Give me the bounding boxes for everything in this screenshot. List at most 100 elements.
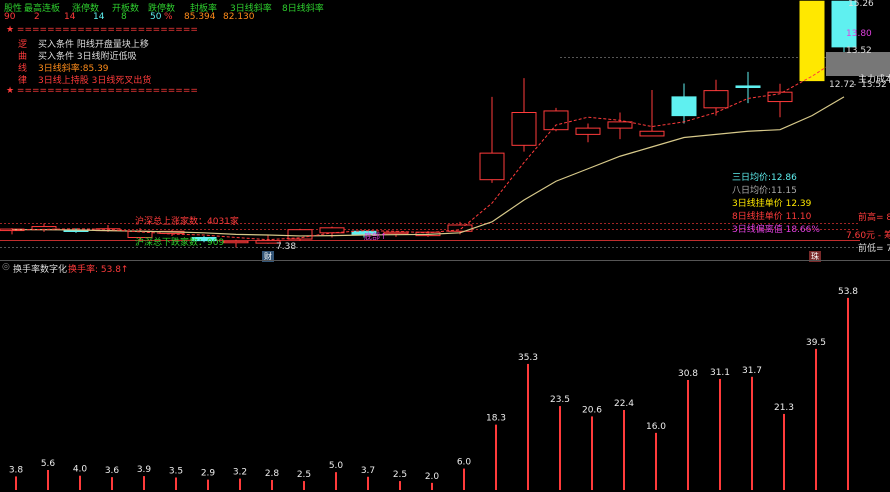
candle-body[interactable] [319, 227, 345, 234]
turnover-value: 3.8 [9, 465, 24, 475]
label-guxing: 股性 [4, 4, 23, 14]
candle-body[interactable] [799, 0, 825, 82]
panel-settings-icon[interactable]: ◎ [2, 262, 10, 272]
price-current-sep: - [853, 80, 857, 90]
value-3day-slope: 85.394 [184, 12, 216, 22]
price-current: 12.72 [829, 80, 855, 90]
label-open-board-count: 开板数 [112, 4, 140, 14]
cost-line-label: 7.60元 - 筹 [846, 231, 890, 241]
label-3day-slope: 3日线斜率 [230, 4, 272, 14]
candle-body[interactable] [671, 96, 697, 117]
stock-stats-header: 股性 最高连板 涨停数 开板数 跌停数 封板率 3日线斜率 8日线斜率 90 2… [0, 0, 430, 22]
candle-body[interactable] [223, 240, 249, 244]
candle-body[interactable] [383, 231, 409, 235]
candle-body[interactable] [767, 91, 793, 103]
avg-deviation: 3日线偏离值 18.66% [732, 225, 820, 235]
candle-body[interactable] [735, 85, 761, 88]
candle-body[interactable] [255, 240, 281, 244]
signal-row: 线 3日线斜率:85.39 [18, 61, 218, 74]
candle-body[interactable] [543, 110, 569, 131]
value-guxing: 90 [4, 12, 16, 22]
signal-text: 3日线上持股 3日线死叉出货 [38, 76, 152, 86]
label-8day-slope: 8日线斜率 [282, 4, 324, 14]
turnover-value: 16.0 [646, 422, 666, 432]
signal-border-bottom: ★ ======================== [6, 86, 198, 96]
zhu-marker[interactable]: 珠 [809, 251, 821, 262]
market-up-count: 沪深总上涨家数：4031家 [135, 217, 239, 227]
turnover-value: 22.4 [614, 399, 634, 409]
turnover-value: 2.0 [425, 472, 440, 482]
prev-low-label: 前低= 7 [858, 244, 890, 254]
value-seal-rate-percent: % [164, 12, 173, 22]
signal-text: 买入条件 3日线附近低吸 [38, 52, 137, 62]
label-limit-up-count: 涨停数 [72, 4, 100, 14]
candle-body[interactable] [575, 127, 601, 135]
avg-8day-buy: 8日线挂单价 11.10 [732, 212, 812, 222]
candle-body[interactable] [639, 130, 665, 137]
signal-text: 3日线斜率:85.39 [38, 64, 109, 74]
turnover-value: 3.9 [137, 465, 152, 475]
turnover-value: 2.5 [297, 470, 311, 480]
price-current-right: 13.52 [861, 80, 887, 90]
turnover-value: 23.5 [550, 395, 570, 405]
avg-3day-buy: 3日线挂单价 12.39 [732, 199, 812, 209]
candle-body[interactable] [511, 112, 537, 146]
turnover-value: 31.1 [710, 368, 730, 378]
signal-row: 曲 买入条件 3日线附近低吸 [18, 49, 218, 62]
panel-divider [0, 260, 890, 261]
price-highlight-box [826, 52, 890, 76]
prev-high-label: 前高= 8 [858, 213, 890, 223]
main-force-cost: 主力成本 [858, 75, 890, 85]
value-max-streak: 2 [34, 12, 40, 22]
turnover-value: 39.5 [806, 338, 826, 348]
turnover-value: 5.6 [41, 459, 56, 469]
turnover-value: 2.5 [393, 470, 407, 480]
ma8-line [12, 96, 845, 237]
value-8day-slope: 82.130 [223, 12, 255, 22]
turnover-value: 53.8 [838, 287, 858, 297]
low-point-label: 7.38 [276, 242, 297, 252]
value-limit-up-count: 14 [64, 12, 76, 22]
ma3-line [11, 55, 845, 241]
price-top-low: 13.52 [846, 46, 872, 56]
signal-text: 买入条件 阳线开盘量块上移 [38, 40, 149, 50]
signal-row: 律 3日线上持股 3日线死叉出货 [18, 73, 218, 86]
finance-marker[interactable]: 财 [262, 251, 274, 262]
market-down-count: 沪深总下跌家数：909 [135, 238, 225, 248]
value-limit-down-count: 8 [121, 12, 127, 22]
label-limit-down-count: 跌停数 [148, 4, 176, 14]
turnover-value: 30.8 [678, 369, 698, 379]
turnover-value: 35.3 [518, 353, 538, 363]
turnover-current: 换手率: 53.8↑ [68, 265, 129, 275]
signal-border-top: ★ ======================== [6, 25, 198, 35]
turnover-value: 3.2 [233, 468, 247, 478]
turnover-value: 4.0 [73, 465, 88, 475]
price-top-high: 15.26 [848, 0, 874, 9]
candle-body[interactable] [703, 90, 729, 109]
avg-3day: 三日均价:12.86 [732, 173, 797, 183]
avg-8day: 八日均价:11.15 [732, 186, 797, 196]
price-top-mid: 13.80 [846, 29, 872, 39]
signal-tag: 逻 [18, 40, 28, 50]
turnover-value: 21.3 [774, 403, 794, 413]
signal-tag: 曲 [18, 52, 28, 62]
candle-body[interactable] [831, 0, 857, 48]
candle-body[interactable] [287, 229, 313, 240]
candle-body[interactable] [191, 237, 217, 242]
turnover-value: 3.5 [169, 467, 183, 477]
label-seal-rate: 封板率 [190, 4, 218, 14]
signal-tag: 线 [18, 64, 28, 74]
turnover-value: 3.7 [361, 466, 375, 476]
value-seal-rate: 50 [150, 12, 162, 22]
turnover-value: 20.6 [582, 405, 602, 415]
candle-body[interactable] [479, 152, 505, 181]
turnover-value: 31.7 [742, 366, 762, 376]
signal-tag: 律 [18, 76, 28, 86]
candle-body[interactable] [607, 121, 633, 129]
label-max-streak: 最高连板 [24, 4, 61, 14]
turnover-value: 2.8 [265, 469, 280, 479]
value-open-board-count: 14 [93, 12, 105, 22]
turnover-value: 3.6 [105, 466, 120, 476]
